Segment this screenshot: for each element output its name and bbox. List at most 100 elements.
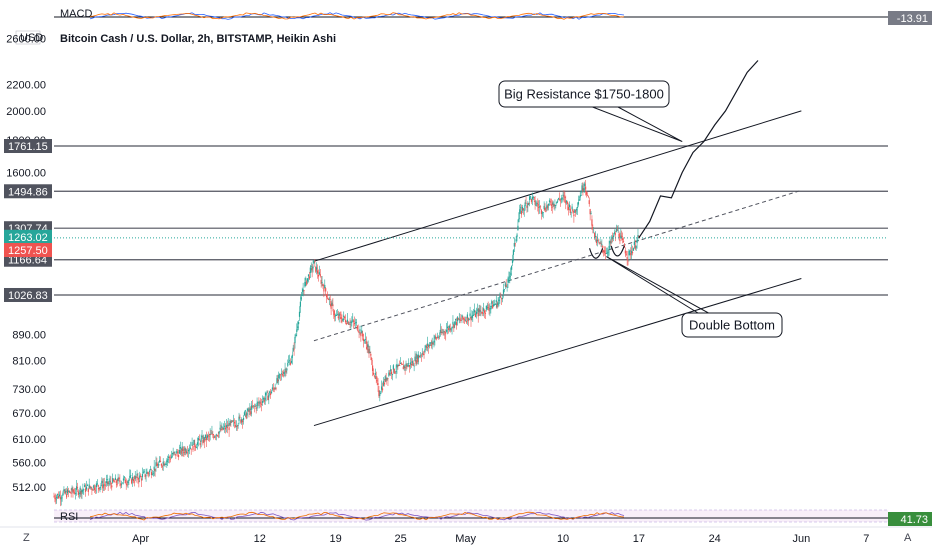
candle-body (218, 431, 220, 434)
price-tick-label: 610.00 (12, 434, 46, 446)
candle-body (507, 278, 509, 283)
candle-body (61, 497, 63, 499)
candle-body (430, 344, 432, 347)
callout-box (681, 312, 783, 338)
candle-body (137, 476, 139, 480)
candle-body (402, 366, 404, 370)
candle-body (523, 209, 525, 211)
candle-body (561, 197, 563, 199)
candle-body (581, 185, 583, 191)
candle-body (335, 315, 338, 316)
candle-body (90, 487, 92, 489)
candle-body (235, 425, 237, 427)
candle-body (464, 319, 467, 321)
candle-body (342, 318, 344, 321)
candle-body (606, 252, 608, 254)
candle-body (248, 410, 250, 412)
candle-body (151, 474, 153, 476)
candle-body (105, 481, 107, 484)
candle-body (201, 436, 203, 438)
candle-body (399, 362, 402, 365)
candle-body (55, 499, 57, 501)
candle-body (409, 364, 411, 367)
candle-body (417, 357, 419, 363)
candle-body (566, 202, 569, 204)
candle-body (483, 308, 485, 311)
candle-body (518, 218, 520, 223)
time-axis[interactable]: Apr 12 19 25 May 10 17 24 Jun 7 (132, 533, 869, 545)
candle-body (238, 416, 240, 421)
candle-body (542, 212, 544, 213)
candle-body (60, 498, 62, 500)
candle-body (364, 339, 366, 340)
candle-body (538, 206, 541, 208)
candle-body (570, 211, 572, 213)
candle-body (626, 257, 628, 259)
candle-body (146, 472, 148, 474)
candle-body (338, 313, 340, 316)
candle-body (119, 480, 121, 483)
price-badge: 1026.83 (4, 287, 52, 302)
double-bottom-arc (610, 245, 625, 257)
candle-body (375, 376, 377, 380)
candle-body (358, 332, 360, 333)
candle-body (347, 321, 349, 325)
rsi-line (89, 511, 625, 521)
candle-body (325, 294, 328, 298)
candle-body (313, 260, 315, 264)
candle-body (576, 208, 578, 211)
candle-body (188, 449, 190, 451)
candle-body (88, 484, 90, 489)
candle-body (230, 421, 232, 423)
candle-body (143, 471, 145, 473)
candle-body (577, 202, 580, 205)
candle-body (339, 314, 341, 316)
candle-body (279, 374, 282, 376)
candle-body (356, 325, 358, 330)
candle-body (460, 320, 462, 322)
candle-body (251, 405, 253, 410)
timezone-button[interactable]: Z (23, 532, 30, 544)
candle-body (465, 321, 468, 323)
candle-body (331, 302, 333, 306)
candle-body (145, 475, 147, 477)
candle-body (362, 338, 365, 342)
candle-body (440, 331, 442, 334)
candle-body (242, 417, 245, 421)
candle-body (416, 354, 418, 359)
candle-body (344, 316, 346, 319)
candle-body (615, 228, 617, 232)
price-badge-bg (4, 139, 52, 154)
candle-body (513, 242, 515, 247)
candle-body (211, 432, 213, 434)
candle-body (116, 483, 118, 485)
candle-body (253, 405, 255, 407)
candle-body (370, 353, 372, 356)
candle-body (418, 354, 420, 359)
candle-body (305, 278, 307, 281)
candle-body (488, 309, 490, 311)
candle-body (59, 496, 61, 500)
candle-body (84, 484, 86, 488)
candle-body (368, 348, 370, 354)
candle-body (588, 200, 590, 205)
candle-body (112, 478, 114, 483)
price-tick-label: 810.00 (12, 355, 46, 367)
candle-body (511, 266, 513, 270)
candle-body (532, 196, 534, 198)
candle-body (115, 480, 117, 484)
candle-body (200, 438, 202, 442)
callout-pointer (606, 256, 753, 338)
candle-body (381, 388, 384, 391)
candle-body (260, 402, 262, 404)
candle-body (472, 315, 474, 316)
candle-body (293, 348, 295, 350)
auto-scale-button[interactable]: A (904, 532, 912, 544)
rsi-value-badge: 41.73 (888, 512, 932, 526)
candle-body (353, 320, 355, 322)
candle-body (438, 336, 441, 338)
candle-body (423, 354, 425, 355)
candle-body (374, 373, 376, 375)
candle-body (318, 272, 320, 275)
